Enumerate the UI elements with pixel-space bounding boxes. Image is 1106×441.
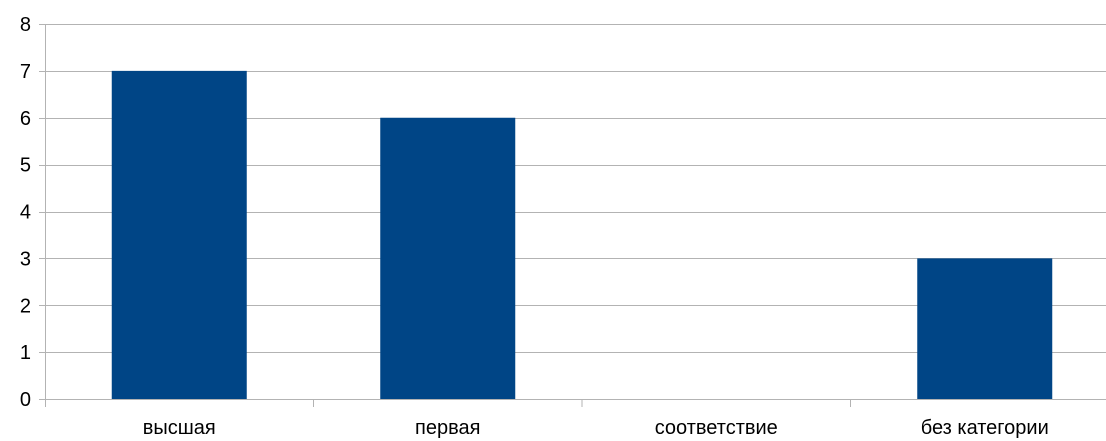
x-category-label-1: высшая xyxy=(143,417,216,439)
x-category-label-2: первая xyxy=(415,417,480,439)
axes xyxy=(39,24,851,407)
bar-1 xyxy=(111,70,247,399)
x-category-label-3: соответствие xyxy=(655,417,778,439)
bar-2 xyxy=(380,117,516,399)
x-category-labels: высшая первая соответствие без категории xyxy=(143,417,1049,439)
bars xyxy=(111,70,1053,399)
y-tick-label-6: 6 xyxy=(20,108,31,130)
y-tick-label-7: 7 xyxy=(20,61,31,83)
y-tick-label-2: 2 xyxy=(20,295,31,317)
y-tick-label-3: 3 xyxy=(20,248,31,270)
y-tick-labels: 0 1 2 3 4 5 6 7 8 xyxy=(20,14,31,411)
y-tick-label-4: 4 xyxy=(20,202,31,224)
bar-4 xyxy=(917,258,1053,399)
x-category-label-4: без категории xyxy=(921,417,1049,439)
y-tick-label-8: 8 xyxy=(20,14,31,36)
y-tick-label-5: 5 xyxy=(20,155,31,177)
y-tick-label-0: 0 xyxy=(20,389,31,411)
y-tick-label-1: 1 xyxy=(20,342,31,364)
